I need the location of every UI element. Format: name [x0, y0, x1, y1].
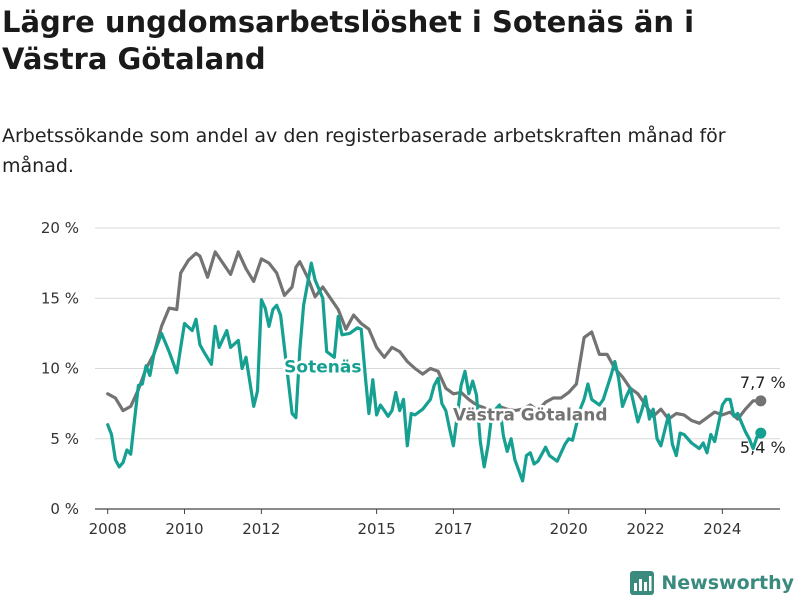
- y-tick-label: 20 %: [41, 219, 79, 237]
- end-value-label: 5,4 %: [740, 438, 786, 457]
- x-tick-label: 2012: [242, 520, 280, 538]
- x-tick-label: 2010: [165, 520, 203, 538]
- series-end-point: [755, 427, 767, 439]
- x-tick-label: 2022: [626, 520, 664, 538]
- y-tick-label: 10 %: [41, 360, 79, 378]
- end-value-label: 7,7 %: [740, 373, 786, 392]
- x-tick-label: 2020: [550, 520, 588, 538]
- series-name-label: Västra Götaland: [453, 405, 608, 425]
- series-line: [106, 250, 763, 425]
- chart-subtitle: Arbetssökande som andel av den registerb…: [2, 125, 726, 177]
- series-name-label: Sotenäs: [284, 358, 361, 378]
- gridlines: [95, 227, 780, 440]
- axes: 0 % 5 % 10 % 15 % 20 % 2008 2010 2012 2015 2017 20…: [41, 219, 780, 538]
- series-end-point: [755, 395, 767, 407]
- series-lines: [106, 250, 767, 483]
- x-tick-label: 2015: [358, 520, 396, 538]
- brand-logo: Newsworthy: [629, 570, 794, 596]
- y-tick-label: 0 %: [50, 500, 79, 518]
- series-line: [106, 261, 763, 483]
- newsworthy-icon: [630, 571, 655, 595]
- y-tick-label: 15 %: [41, 289, 79, 307]
- x-tick-label: 2024: [703, 520, 741, 538]
- x-tick-label: 2008: [89, 520, 127, 538]
- chart-title: Lägre ungdomsarbetslöshet i Sotenäs än i…: [2, 5, 695, 76]
- series-labels: 7,7 % 5,4 % Sotenäs Västra Götaland: [282, 355, 786, 457]
- x-tick-label: 2017: [434, 520, 472, 538]
- brand-name: Newsworthy: [661, 572, 794, 594]
- y-tick-label: 5 %: [50, 430, 79, 448]
